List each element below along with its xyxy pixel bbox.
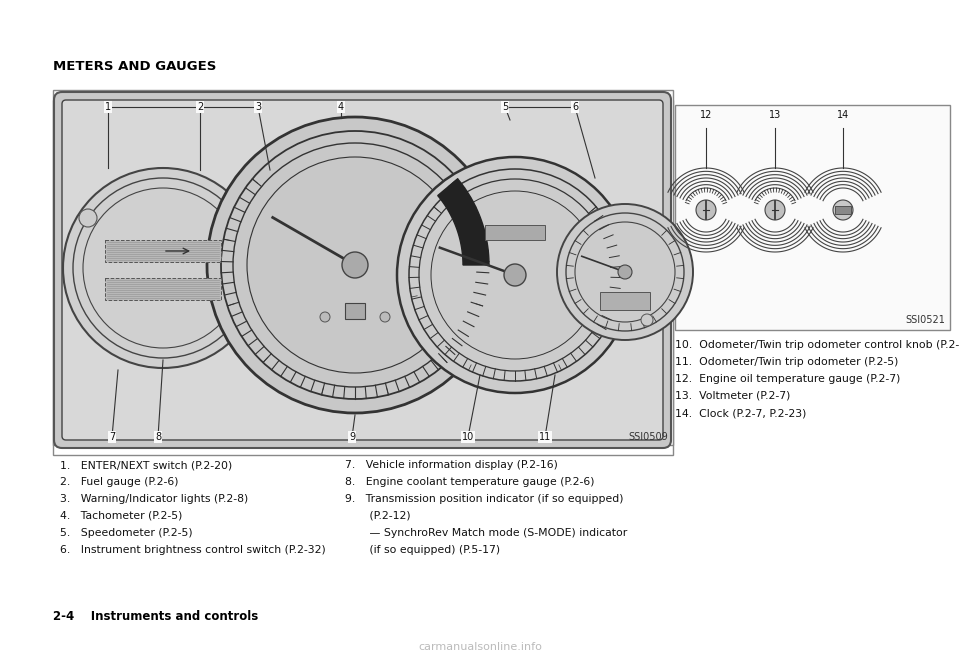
Bar (53, 90, 673, 445)
Text: carmanualsonline.info: carmanualsonline.info (418, 642, 542, 652)
Bar (105, 278, 221, 300)
Text: 6: 6 (572, 102, 578, 112)
Text: (if so equipped) (P.5-17): (if so equipped) (P.5-17) (345, 545, 500, 555)
Circle shape (79, 209, 97, 227)
Text: 2: 2 (197, 102, 204, 112)
Text: 14.  Clock (P.2-7, P.2-23): 14. Clock (P.2-7, P.2-23) (675, 408, 806, 418)
Text: 5.   Speedometer (P.2-5): 5. Speedometer (P.2-5) (60, 528, 193, 538)
Circle shape (641, 314, 653, 326)
Circle shape (557, 204, 693, 340)
Text: 2.   Fuel gauge (P.2-6): 2. Fuel gauge (P.2-6) (60, 477, 179, 487)
Text: 14: 14 (837, 110, 850, 120)
Bar (105, 240, 221, 262)
Text: 8: 8 (155, 432, 161, 442)
Circle shape (342, 252, 368, 278)
Bar (345, 303, 365, 319)
Circle shape (765, 200, 785, 220)
Text: 7.   Vehicle information display (P.2-16): 7. Vehicle information display (P.2-16) (345, 460, 558, 470)
Text: 1.   ENTER/NEXT switch (P.2-20): 1. ENTER/NEXT switch (P.2-20) (60, 460, 232, 470)
Circle shape (380, 312, 390, 322)
Text: 2-4    Instruments and controls: 2-4 Instruments and controls (53, 610, 258, 623)
Text: 7: 7 (108, 432, 115, 442)
Text: 1: 1 (105, 102, 111, 112)
Circle shape (397, 157, 633, 393)
Text: 9.   Transmission position indicator (if so equipped): 9. Transmission position indicator (if s… (345, 494, 623, 504)
Text: 8.   Engine coolant temperature gauge (P.2-6): 8. Engine coolant temperature gauge (P.2… (345, 477, 594, 487)
Text: 5: 5 (502, 102, 508, 112)
Circle shape (320, 312, 330, 322)
Text: 3: 3 (255, 102, 261, 112)
Circle shape (833, 200, 853, 220)
Text: 10.  Odometer/Twin trip odometer control knob (P.2-5): 10. Odometer/Twin trip odometer control … (675, 340, 960, 350)
Text: 12: 12 (700, 110, 712, 120)
Text: (P.2-12): (P.2-12) (345, 511, 411, 521)
Text: 10: 10 (462, 432, 474, 442)
Circle shape (504, 264, 526, 286)
Circle shape (618, 265, 632, 279)
Text: 11: 11 (539, 432, 551, 442)
Text: 6.   Instrument brightness control switch (P.2-32): 6. Instrument brightness control switch … (60, 545, 325, 555)
Bar (53, 100, 673, 455)
Text: 13.  Voltmeter (P.2-7): 13. Voltmeter (P.2-7) (675, 391, 790, 401)
Bar (675, 105, 950, 330)
Polygon shape (438, 179, 489, 265)
Text: 4: 4 (338, 102, 344, 112)
Circle shape (63, 168, 263, 368)
Bar (485, 225, 545, 240)
FancyBboxPatch shape (62, 100, 663, 440)
Circle shape (207, 117, 503, 413)
Bar (835, 206, 851, 214)
Circle shape (696, 200, 716, 220)
Text: 13: 13 (769, 110, 781, 120)
FancyBboxPatch shape (54, 92, 671, 448)
Text: 3.   Warning/Indicator lights (P.2-8): 3. Warning/Indicator lights (P.2-8) (60, 494, 249, 504)
Bar (600, 292, 650, 310)
Text: SSI0509: SSI0509 (628, 432, 668, 442)
Text: 11.  Odometer/Twin trip odometer (P.2-5): 11. Odometer/Twin trip odometer (P.2-5) (675, 357, 899, 367)
Text: SSI0521: SSI0521 (905, 315, 945, 325)
Text: METERS AND GAUGES: METERS AND GAUGES (53, 60, 216, 73)
Text: 9: 9 (348, 432, 355, 442)
Text: 4.   Tachometer (P.2-5): 4. Tachometer (P.2-5) (60, 511, 182, 521)
Text: 12.  Engine oil temperature gauge (P.2-7): 12. Engine oil temperature gauge (P.2-7) (675, 374, 900, 384)
Text: — SynchroRev Match mode (S-MODE) indicator: — SynchroRev Match mode (S-MODE) indicat… (345, 528, 627, 538)
